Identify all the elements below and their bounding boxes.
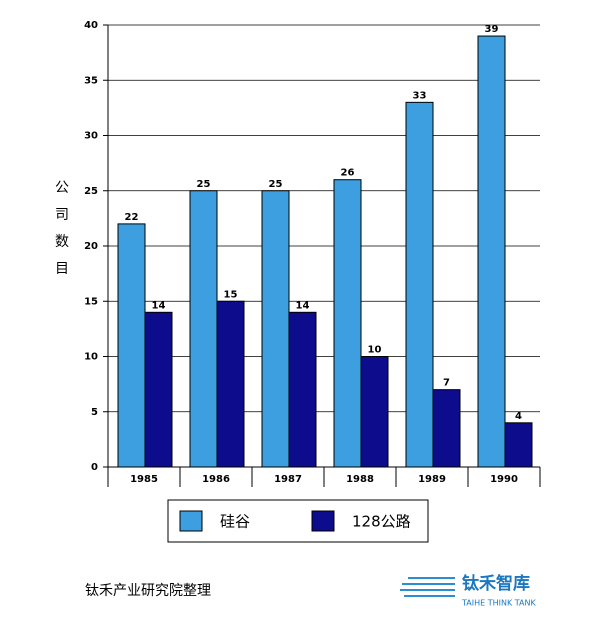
legend-box bbox=[167, 499, 429, 543]
y-tick-label: 10 bbox=[84, 352, 98, 363]
x-tick-label: 1988 bbox=[346, 474, 374, 485]
logo-icon bbox=[400, 577, 455, 597]
y-tick-label: 25 bbox=[84, 186, 98, 197]
bar bbox=[504, 422, 533, 468]
y-tick-label: 35 bbox=[84, 75, 98, 86]
value-label: 25 bbox=[197, 179, 211, 190]
y-label-bg bbox=[50, 176, 74, 282]
value-label: 4 bbox=[515, 411, 522, 422]
logo-title: 钛禾智库 bbox=[462, 573, 530, 594]
y-tick-label: 0 bbox=[91, 462, 98, 473]
value-label: 33 bbox=[413, 90, 427, 101]
value-label: 14 bbox=[152, 300, 166, 311]
y-label: 目 bbox=[55, 261, 69, 277]
y-label: 公 bbox=[55, 180, 69, 196]
y-tick-label: 40 bbox=[84, 20, 98, 31]
value-label: 25 bbox=[269, 179, 283, 190]
value-label: 22 bbox=[125, 212, 139, 223]
value-label: 7 bbox=[443, 378, 450, 389]
y-tick-label: 30 bbox=[84, 131, 98, 142]
logo-subtitle: TAIHE THINK TANK bbox=[461, 599, 536, 608]
bar bbox=[477, 35, 506, 468]
bar bbox=[144, 311, 173, 468]
value-label: 10 bbox=[368, 345, 382, 356]
bar bbox=[261, 190, 290, 468]
bar bbox=[117, 223, 146, 468]
bar bbox=[288, 311, 317, 468]
x-tick-label: 1989 bbox=[418, 474, 446, 485]
y-label: 数 bbox=[55, 234, 69, 250]
bar bbox=[189, 190, 218, 468]
bar bbox=[216, 300, 245, 468]
y-tick-label: 15 bbox=[84, 296, 98, 307]
y-label: 司 bbox=[55, 207, 69, 223]
bar bbox=[333, 179, 362, 468]
legend-label: 硅谷 bbox=[220, 513, 250, 531]
legend-swatch bbox=[311, 510, 335, 532]
value-label: 39 bbox=[485, 24, 499, 35]
value-label: 26 bbox=[341, 168, 355, 179]
value-label: 15 bbox=[224, 289, 238, 300]
bar bbox=[432, 389, 461, 468]
x-tick-label: 1987 bbox=[274, 474, 302, 485]
y-tick-label: 5 bbox=[91, 407, 98, 418]
legend-swatch bbox=[179, 510, 203, 532]
bar bbox=[360, 356, 389, 468]
legend-label: 128公路 bbox=[352, 513, 411, 531]
source: 钛禾产业研究院整理 bbox=[85, 583, 211, 599]
bar bbox=[405, 101, 434, 468]
y-tick-label: 20 bbox=[84, 241, 98, 252]
value-label: 14 bbox=[296, 300, 310, 311]
x-tick-label: 1986 bbox=[202, 474, 230, 485]
x-tick-label: 1990 bbox=[490, 474, 518, 485]
x-tick-label: 1985 bbox=[130, 474, 158, 485]
